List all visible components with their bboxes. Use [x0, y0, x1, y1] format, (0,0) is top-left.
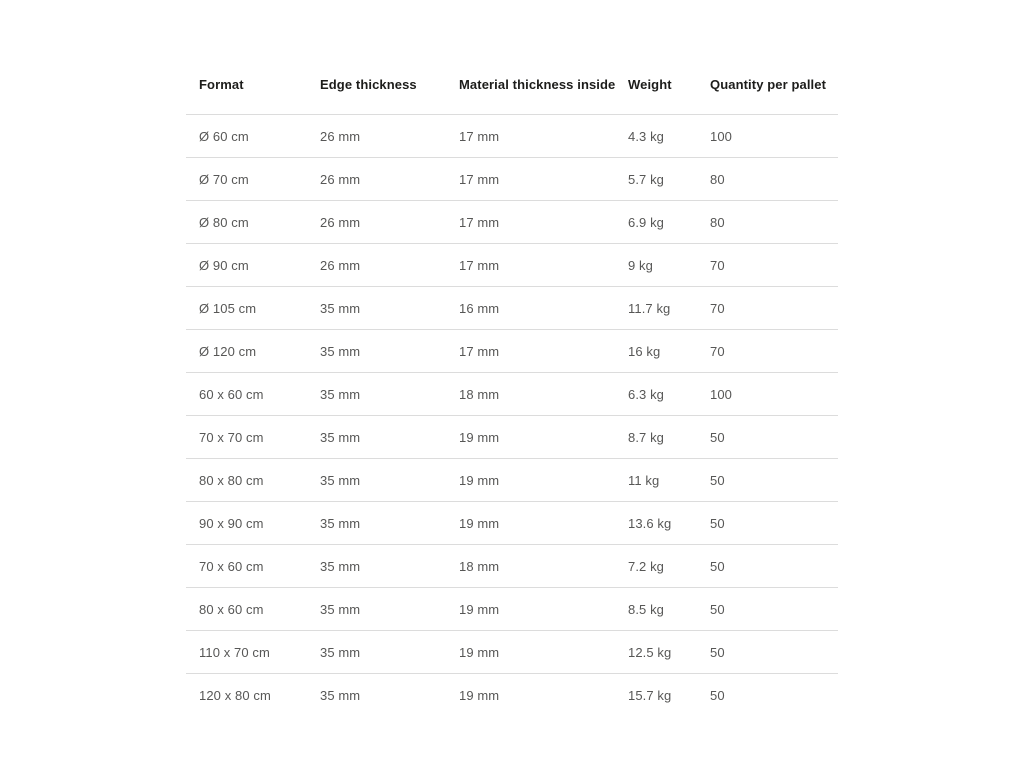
table-cell: 26 mm — [307, 200, 446, 244]
table-row: Ø 120 cm 35 mm 17 mm 16 kg 70 — [186, 329, 838, 373]
table-cell: 35 mm — [320, 687, 361, 703]
table-cell: 70 — [697, 329, 838, 373]
table-cell: Ø 60 cm — [186, 114, 307, 158]
table-cell: 50 — [697, 501, 838, 545]
table-cell: 80 — [697, 157, 838, 201]
table-cell: 19 mm — [446, 415, 615, 459]
table-cell: 100 — [697, 114, 838, 158]
table-cell: 120 x 80 cm — [199, 687, 271, 703]
spec-table: Format Edge thickness Material thickness… — [186, 72, 838, 716]
table-cell: 35 mm — [307, 630, 446, 674]
table-row: 70 x 60 cm 35 mm 18 mm 7.2 kg 50 — [186, 544, 838, 588]
table-cell: 110 x 70 cm — [186, 630, 307, 674]
table-cell: 50 — [697, 544, 838, 588]
table-row: Ø 70 cm 26 mm 17 mm 5.7 kg 80 — [186, 157, 838, 201]
table-row: Ø 80 cm 26 mm 17 mm 6.9 kg 80 — [186, 200, 838, 244]
column-header-quantity-per-pallet: Quantity per pallet — [697, 72, 838, 115]
table-body: Ø 60 cm 26 mm 17 mm 4.3 kg 100 Ø 70 cm 26 mm 17… — [186, 114, 838, 717]
table-row: 60 x 60 cm 35 mm 18 mm 6.3 kg 100 — [186, 372, 838, 416]
table-cell: 11 kg — [615, 458, 697, 502]
table-cell: 35 mm — [307, 544, 446, 588]
table-row: Ø 105 cm 35 mm 16 mm 11.7 kg 70 — [186, 286, 838, 330]
table-cell: Ø 80 cm — [186, 200, 307, 244]
table-cell: 17 mm — [446, 243, 615, 287]
table-cell: 80 x 60 cm — [186, 587, 307, 631]
table-row: Ø 90 cm 26 mm 17 mm 9 kg 70 — [186, 243, 838, 287]
table-cell: 70 — [697, 286, 838, 330]
table-cell: 9 kg — [615, 243, 697, 287]
table-cell: 8.5 kg — [615, 587, 697, 631]
table-cell: 35 mm — [307, 415, 446, 459]
table-row: 80 x 60 cm 35 mm 19 mm 8.5 kg 50 — [186, 587, 838, 631]
table-cell: 70 x 70 cm — [186, 415, 307, 459]
table-cell: 35 mm — [307, 286, 446, 330]
table-cell: 50 — [710, 687, 725, 703]
table-cell: 17 mm — [446, 329, 615, 373]
table-cell: Ø 90 cm — [186, 243, 307, 287]
table-cell: 26 mm — [307, 157, 446, 201]
table-cell: 17 mm — [446, 157, 615, 201]
table-cell: 19 mm — [446, 501, 615, 545]
table-cell: 15.7 kg — [628, 687, 672, 703]
table-cell: 17 mm — [446, 200, 615, 244]
table-cell: 5.7 kg — [615, 157, 697, 201]
table-cell: Ø 105 cm — [186, 286, 307, 330]
table-cell: Ø 120 cm — [186, 329, 307, 373]
table-row: 90 x 90 cm 35 mm 19 mm 13.6 kg 50 — [186, 501, 838, 545]
column-header-edge-thickness: Edge thickness — [307, 72, 446, 115]
column-header-material-thickness-inside: Material thickness inside — [446, 72, 615, 115]
table-cell: 80 x 80 cm — [186, 458, 307, 502]
table-cell: 50 — [697, 630, 838, 674]
table-cell: 50 — [697, 415, 838, 459]
table-cell: 35 mm — [307, 329, 446, 373]
table-cell: 35 mm — [307, 587, 446, 631]
table-cell: 90 x 90 cm — [186, 501, 307, 545]
table-header-row: Format Edge thickness Material thickness… — [186, 72, 838, 115]
table-row: 80 x 80 cm 35 mm 19 mm 11 kg 50 — [186, 458, 838, 502]
table-cell: 6.3 kg — [615, 372, 697, 416]
table-row: 110 x 70 cm 35 mm 19 mm 12.5 kg 50 — [186, 630, 838, 674]
table-cell: 18 mm — [446, 544, 615, 588]
table-cell: 16 kg — [615, 329, 697, 373]
table-cell: 18 mm — [446, 372, 615, 416]
table-cell: 26 mm — [307, 243, 446, 287]
table-cell: 13.6 kg — [615, 501, 697, 545]
table-cell: Ø 70 cm — [186, 157, 307, 201]
table-cell: 50 — [697, 458, 838, 502]
table-cell: 70 — [697, 243, 838, 287]
table-cell: 16 mm — [446, 286, 615, 330]
table-row: Ø 60 cm 26 mm 17 mm 4.3 kg 100 — [186, 114, 838, 158]
column-header-format: Format — [186, 72, 307, 115]
table-cell: 12.5 kg — [615, 630, 697, 674]
table-cell: 17 mm — [446, 114, 615, 158]
table-cell: 19 mm — [459, 687, 500, 703]
table-row: 70 x 70 cm 35 mm 19 mm 8.7 kg 50 — [186, 415, 838, 459]
table-cell: 19 mm — [446, 458, 615, 502]
table-cell: 6.9 kg — [615, 200, 697, 244]
spec-table-container: Format Edge thickness Material thickness… — [186, 72, 838, 716]
table-cell: 80 — [697, 200, 838, 244]
table-cell: 70 x 60 cm — [186, 544, 307, 588]
table-cell: 19 mm — [446, 630, 615, 674]
table-cell: 26 mm — [307, 114, 446, 158]
table-cell: 60 x 60 cm — [186, 372, 307, 416]
table-cell: 7.2 kg — [615, 544, 697, 588]
table-cell: 100 — [697, 372, 838, 416]
table-cell: 35 mm — [307, 501, 446, 545]
table-cell: 8.7 kg — [615, 415, 697, 459]
column-header-weight: Weight — [615, 72, 697, 115]
table-cell: 35 mm — [307, 372, 446, 416]
table-cell: 11.7 kg — [615, 286, 697, 330]
table-cell: 35 mm — [307, 458, 446, 502]
table-cell: 50 — [697, 587, 838, 631]
table-cell: 4.3 kg — [615, 114, 697, 158]
table-row: 120 x 80 cm 35 mm 19 mm 15.7 kg 50 — [186, 674, 838, 717]
table-cell: 19 mm — [446, 587, 615, 631]
